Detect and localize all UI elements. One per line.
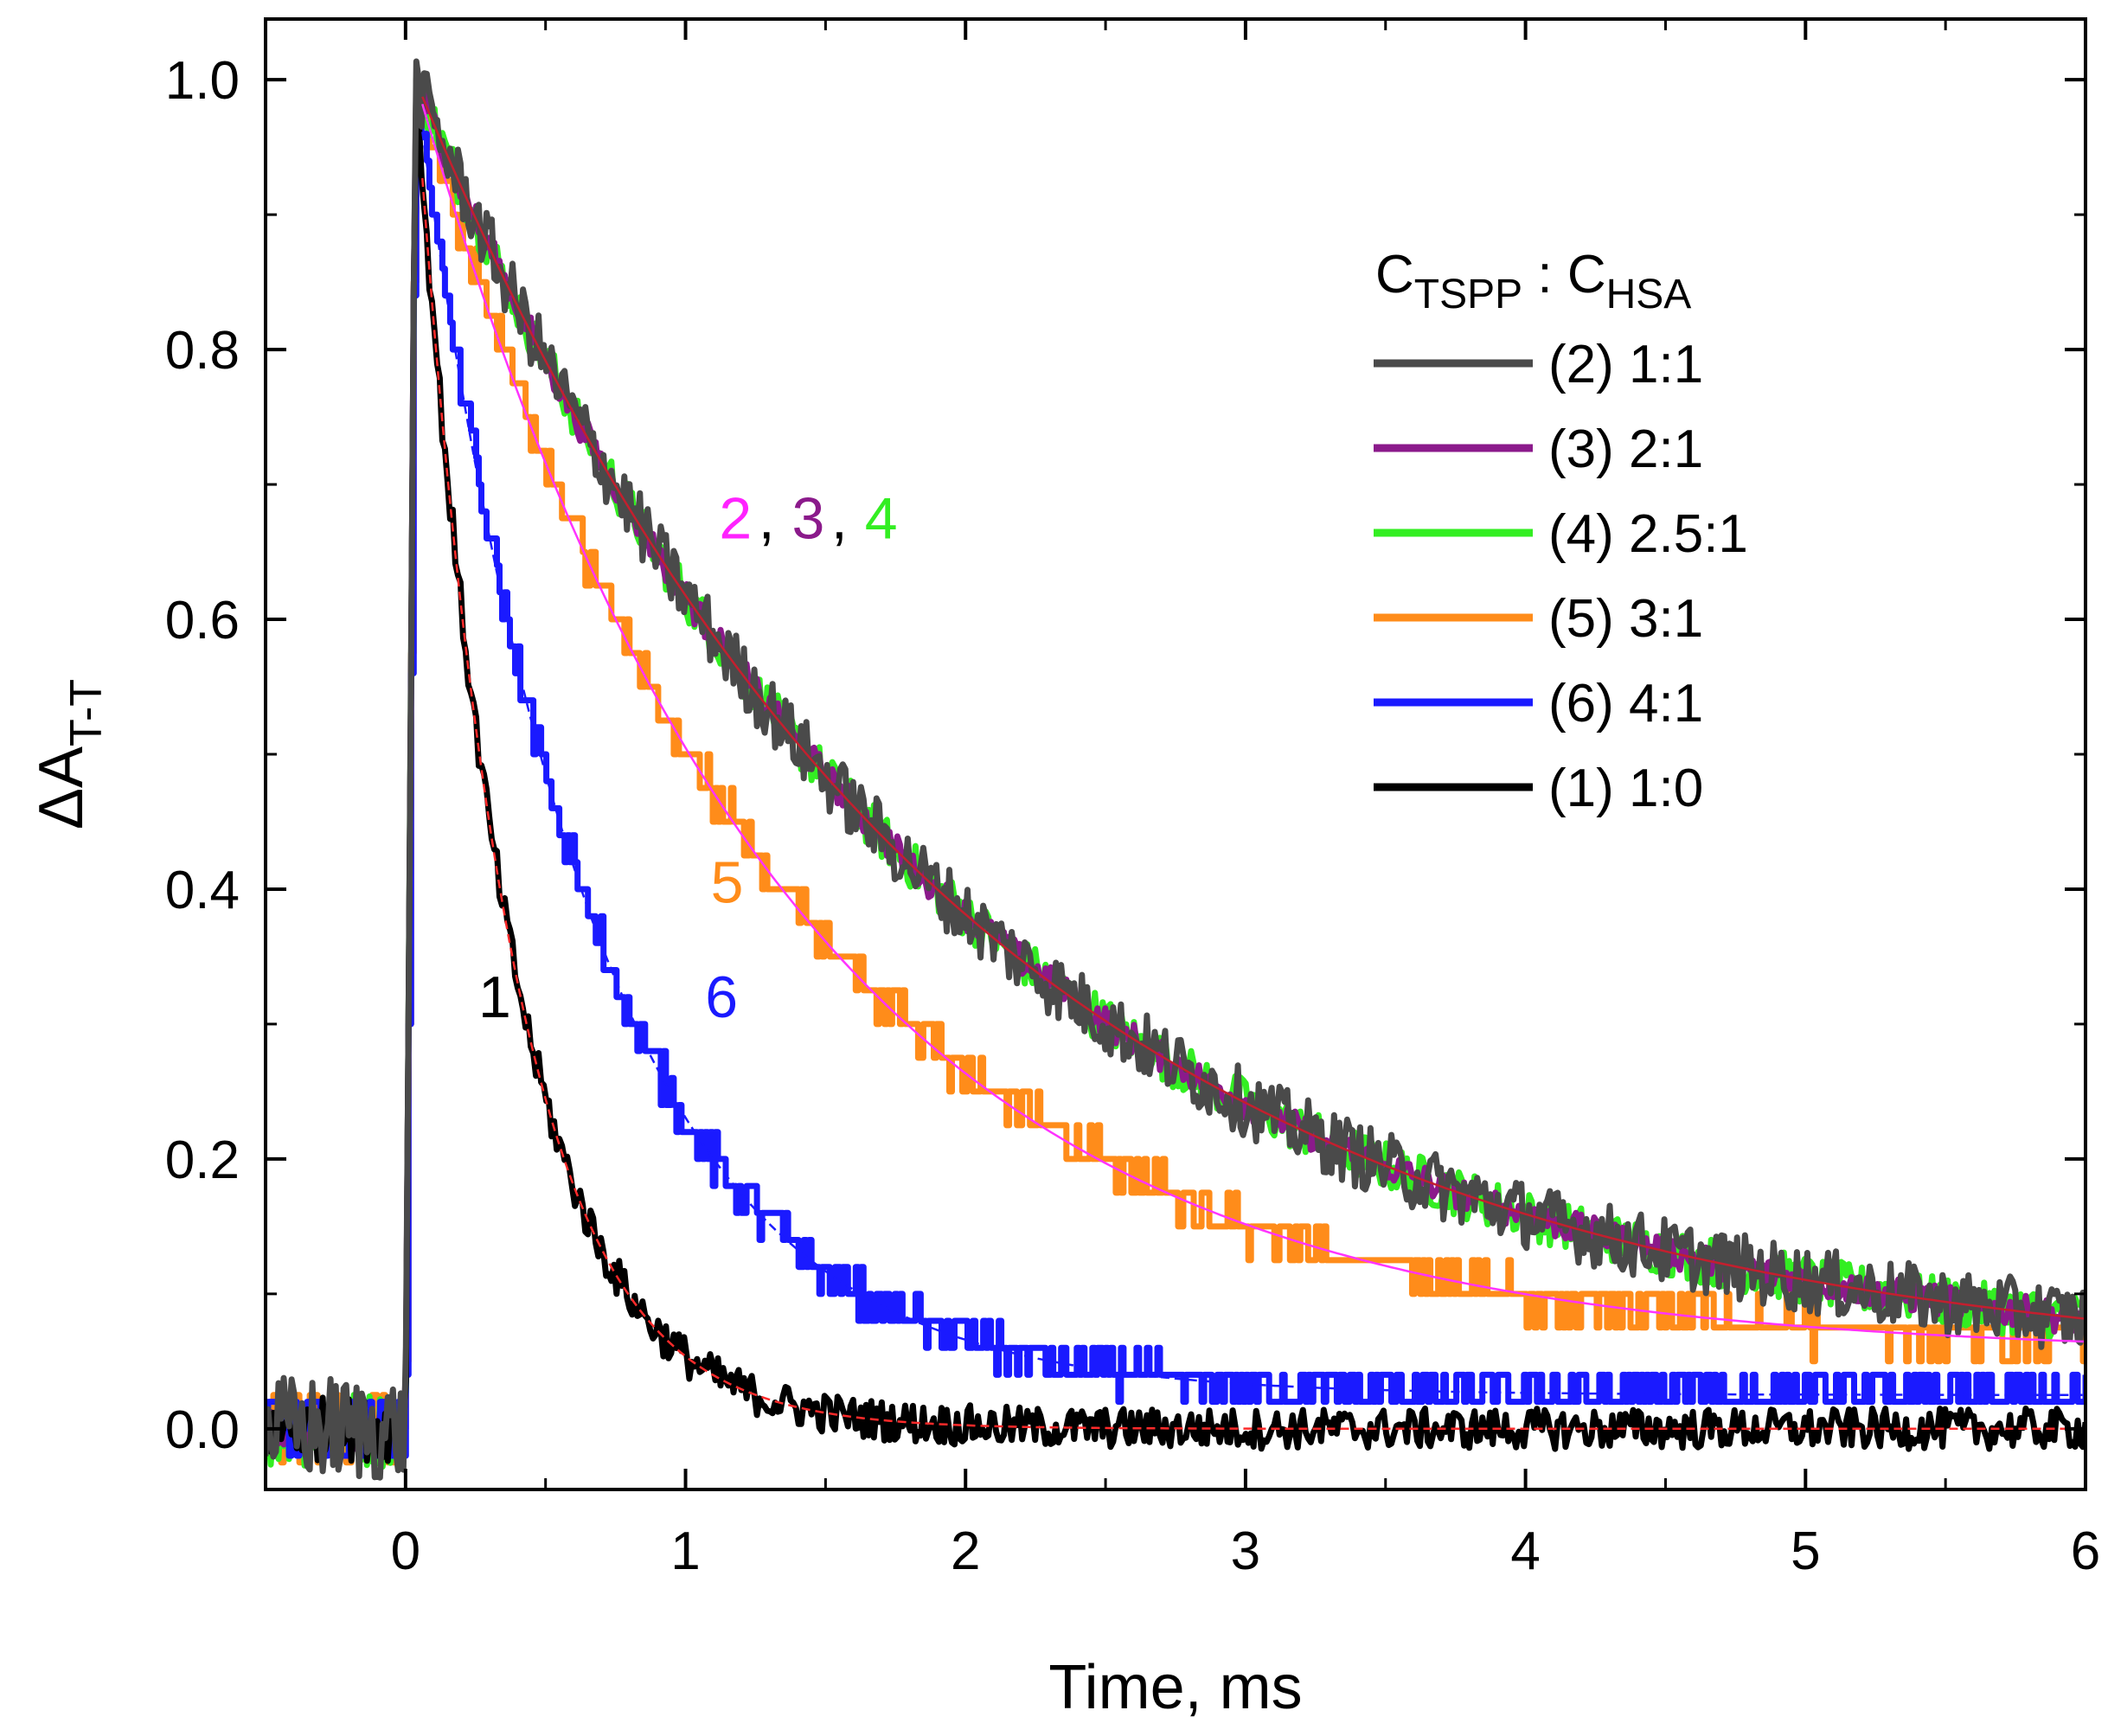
trace-4 [266,74,2086,1470]
axis-ticks: 0 1 2 3 4 5 60.00.20.40.60.81.0 [165,19,2100,1581]
fit-curve-2 [421,96,2086,1320]
y-axis-label-sub: T-T [61,679,112,746]
curve-label: 2 [719,485,752,551]
y-tick-label: 0.4 [165,861,240,920]
legend-entry-6: (6) 4:1 [1548,674,1703,733]
x-tick-label: 5 [1791,1521,1820,1581]
trace-3 [266,76,2086,1457]
plot-traces [266,58,2086,1481]
legend: CTSPP : CHSA (2) 1:1 (3) 2:1 (4) 2.5:1 (5) … [1374,245,1748,818]
y-tick-label: 0.6 [165,591,240,650]
trace-6 [266,103,2086,1459]
curve-labels: 2, 3, 4 5 6 1 [478,485,898,1030]
plot-fits [421,96,2086,1431]
fit-curve-6 [421,131,2086,1396]
curve-label: 1 [478,964,511,1030]
curve-label: 4 [865,485,898,551]
y-tick-label: 0.8 [165,321,240,381]
curve-label: 6 [705,964,738,1030]
y-axis-label: ΔAT-T [27,679,112,830]
x-axis-label: Time, ms [1048,1653,1302,1722]
curve-label: 3 [792,485,825,551]
trace-5 [266,76,2086,1466]
legend-entry-1: (1) 1:0 [1548,759,1703,818]
x-tick-label: 0 [391,1521,420,1581]
legend-entry-4: (4) 2.5:1 [1548,504,1748,564]
y-tick-label: 1.0 [165,51,240,111]
legend-entry-2: (2) 1:1 [1548,335,1703,394]
y-axis-label-main: ΔA [27,746,96,830]
legend-entry-5: (5) 3:1 [1548,589,1703,649]
y-tick-label: 0.0 [165,1400,240,1460]
curve-label: , [831,485,848,551]
legend-title: CTSPP : CHSA [1375,245,1691,317]
y-tick-label: 0.2 [165,1131,240,1190]
trace-1 [266,108,2086,1464]
curve-label: 5 [711,850,744,916]
x-tick-label: 1 [670,1521,700,1581]
x-tick-label: 3 [1231,1521,1260,1581]
fit-curve-5 [421,103,2086,1343]
x-tick-label: 6 [2071,1521,2100,1581]
x-tick-label: 2 [951,1521,980,1581]
x-tick-label: 4 [1510,1521,1540,1581]
legend-entry-3: (3) 2:1 [1548,420,1703,479]
curve-label: , [759,485,775,551]
